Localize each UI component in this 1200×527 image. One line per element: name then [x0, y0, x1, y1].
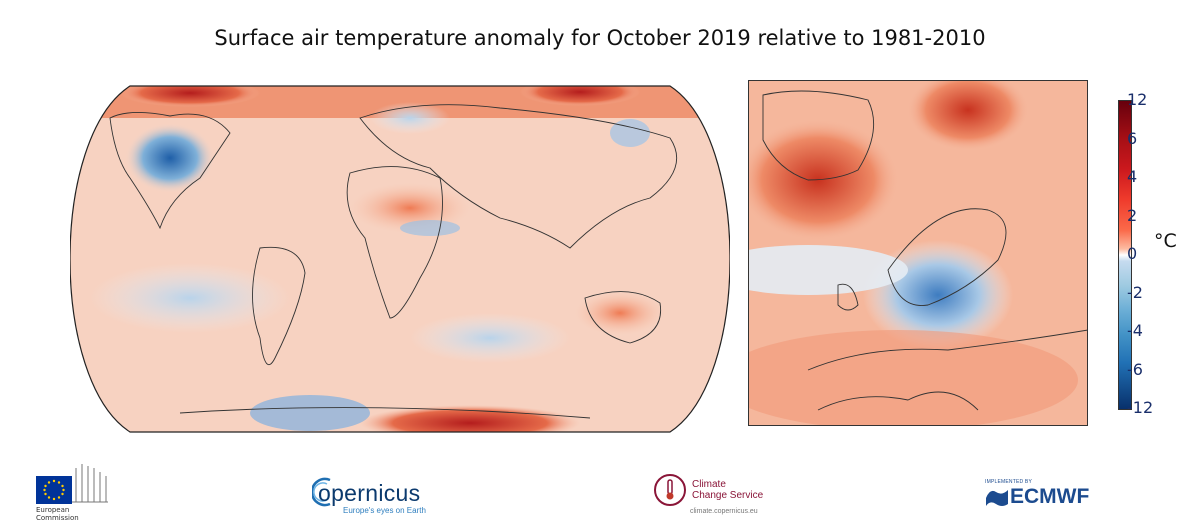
colorbar-tick: -4 [1127, 321, 1143, 340]
colorbar [1118, 100, 1132, 410]
eu-building-icon [72, 464, 108, 503]
colorbar-tick: -6 [1127, 360, 1143, 379]
ecmwf-logo-text: ECMWF [1010, 485, 1090, 508]
colorbar-tick: -2 [1127, 283, 1143, 302]
colorbar-tick: 12 [1127, 90, 1148, 109]
world-anomaly-map [70, 85, 730, 433]
ecmwf-wave-icon [986, 490, 1008, 506]
c3s-url: climate.copernicus.eu [690, 508, 758, 515]
copernicus-tagline: Europe's eyes on Earth [343, 506, 426, 515]
colorbar-unit: °C [1154, 230, 1177, 252]
ecmwf-implemented-label: IMPLEMENTED BY [985, 479, 1032, 485]
c3s-logo-text: Climate Change Service [692, 479, 764, 501]
eu-flag-icon [36, 476, 72, 504]
eu-logo-text: European Commission [36, 506, 79, 522]
figure-title: Surface air temperature anomaly for Octo… [214, 26, 986, 50]
copernicus-c-icon [312, 477, 331, 507]
thermometer-icon [654, 474, 686, 506]
colorbar-tick: 4 [1127, 167, 1138, 186]
colorbar-tick: 6 [1127, 129, 1138, 148]
colorbar-tick: 0 [1127, 244, 1138, 263]
colorbar-tick: -12 [1127, 398, 1154, 417]
colorbar-tick: 2 [1127, 206, 1138, 225]
copernicus-logo-text: opernicus [318, 480, 421, 506]
europe-anomaly-map [748, 80, 1088, 426]
